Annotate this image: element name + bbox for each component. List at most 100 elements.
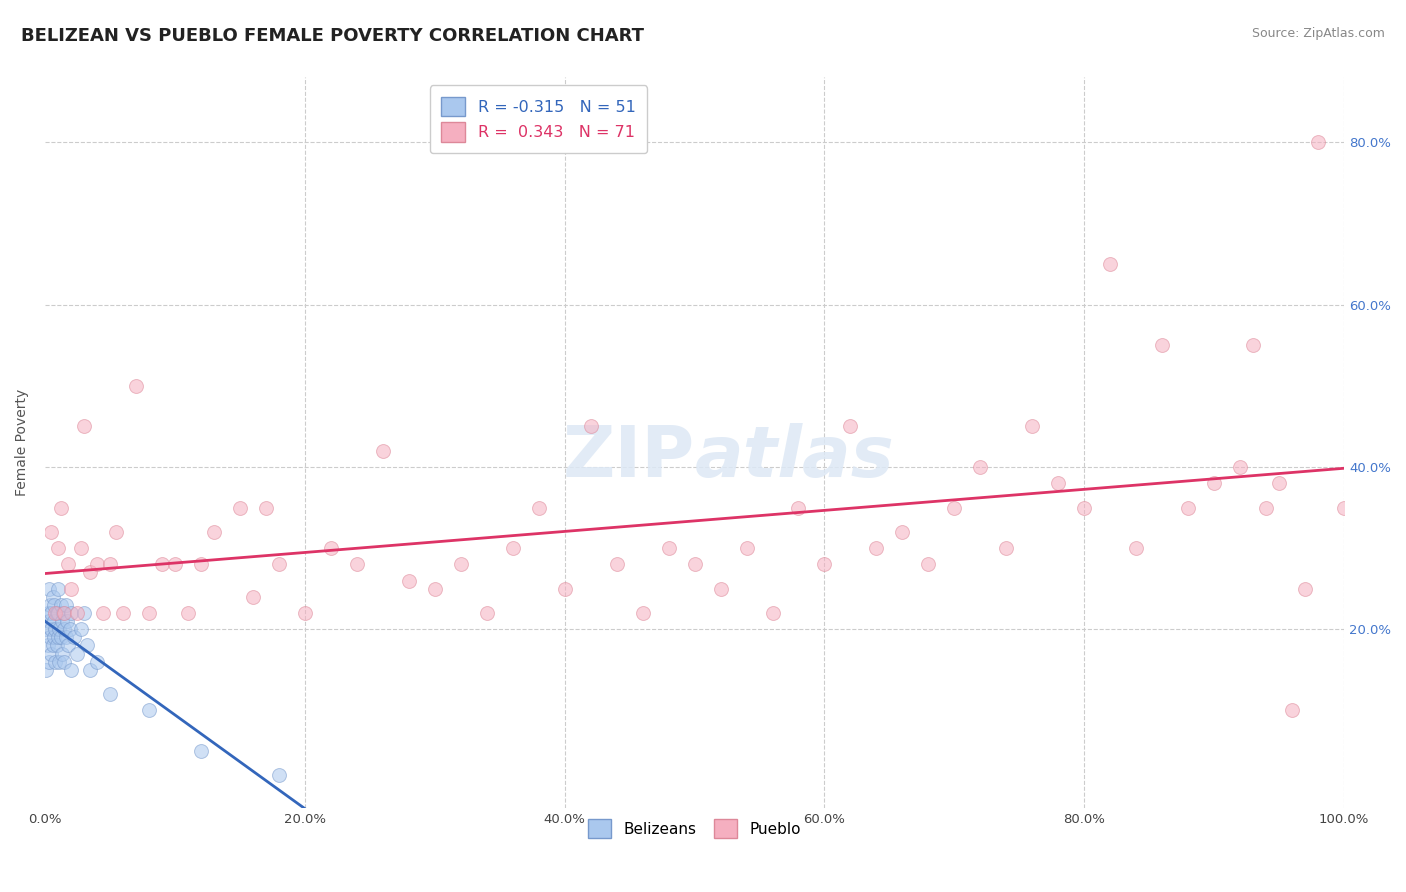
Point	[138, 703, 160, 717]
Point	[1204, 476, 1226, 491]
Point	[35, 622, 58, 636]
Point	[45, 606, 67, 620]
Text: atlas: atlas	[695, 423, 894, 491]
Point	[42, 639, 65, 653]
Point	[475, 606, 498, 620]
Point	[1308, 136, 1330, 150]
Point	[917, 558, 939, 572]
Point	[73, 419, 96, 434]
Point	[46, 631, 69, 645]
Text: Source: ZipAtlas.com: Source: ZipAtlas.com	[1251, 27, 1385, 40]
Point	[66, 606, 89, 620]
Point	[41, 622, 63, 636]
Point	[46, 606, 69, 620]
Point	[606, 558, 628, 572]
Point	[709, 582, 731, 596]
Point	[735, 541, 758, 555]
Point	[38, 614, 60, 628]
Point	[42, 631, 65, 645]
Point	[51, 614, 73, 628]
Point	[995, 541, 1018, 555]
Point	[761, 606, 783, 620]
Point	[93, 606, 115, 620]
Point	[190, 744, 212, 758]
Point	[1256, 500, 1278, 515]
Point	[46, 582, 69, 596]
Point	[865, 541, 887, 555]
Point	[56, 614, 79, 628]
Point	[1229, 459, 1251, 474]
Point	[969, 459, 991, 474]
Point	[41, 647, 63, 661]
Point	[52, 606, 75, 620]
Point	[35, 663, 58, 677]
Point	[49, 631, 72, 645]
Point	[41, 524, 63, 539]
Point	[1047, 476, 1070, 491]
Point	[423, 582, 446, 596]
Point	[38, 655, 60, 669]
Point	[44, 655, 66, 669]
Point	[42, 590, 65, 604]
Point	[98, 687, 121, 701]
Point	[579, 419, 602, 434]
Point	[38, 582, 60, 596]
Point	[631, 606, 654, 620]
Point	[62, 631, 84, 645]
Point	[51, 647, 73, 661]
Point	[1125, 541, 1147, 555]
Point	[59, 663, 82, 677]
Point	[39, 631, 62, 645]
Point	[267, 558, 290, 572]
Y-axis label: Female Poverty: Female Poverty	[15, 389, 30, 496]
Point	[48, 655, 70, 669]
Point	[839, 419, 862, 434]
Point	[267, 768, 290, 782]
Point	[177, 606, 200, 620]
Text: BELIZEAN VS PUEBLO FEMALE POVERTY CORRELATION CHART: BELIZEAN VS PUEBLO FEMALE POVERTY CORREL…	[21, 27, 644, 45]
Point	[46, 541, 69, 555]
Point	[813, 558, 835, 572]
Point	[73, 606, 96, 620]
Point	[527, 500, 550, 515]
Point	[229, 500, 252, 515]
Point	[1268, 476, 1291, 491]
Point	[294, 606, 316, 620]
Point	[1294, 582, 1316, 596]
Point	[150, 558, 173, 572]
Point	[70, 622, 93, 636]
Point	[49, 598, 72, 612]
Point	[254, 500, 277, 515]
Point	[1177, 500, 1199, 515]
Point	[1021, 419, 1043, 434]
Point	[658, 541, 681, 555]
Point	[190, 558, 212, 572]
Point	[502, 541, 524, 555]
Point	[346, 558, 368, 572]
Point	[49, 500, 72, 515]
Point	[1281, 703, 1303, 717]
Text: ZIP: ZIP	[562, 423, 695, 491]
Point	[45, 639, 67, 653]
Point	[398, 574, 420, 588]
Legend: Belizeans, Pueblo: Belizeans, Pueblo	[582, 814, 807, 844]
Point	[683, 558, 706, 572]
Point	[943, 500, 966, 515]
Point	[53, 606, 76, 620]
Point	[70, 541, 93, 555]
Point	[66, 647, 89, 661]
Point	[1073, 500, 1095, 515]
Point	[163, 558, 186, 572]
Point	[44, 622, 66, 636]
Point	[37, 606, 59, 620]
Point	[86, 655, 108, 669]
Point	[44, 606, 66, 620]
Point	[1152, 338, 1174, 352]
Point	[86, 558, 108, 572]
Point	[125, 379, 148, 393]
Point	[1241, 338, 1264, 352]
Point	[450, 558, 472, 572]
Point	[59, 582, 82, 596]
Point	[319, 541, 342, 555]
Point	[48, 622, 70, 636]
